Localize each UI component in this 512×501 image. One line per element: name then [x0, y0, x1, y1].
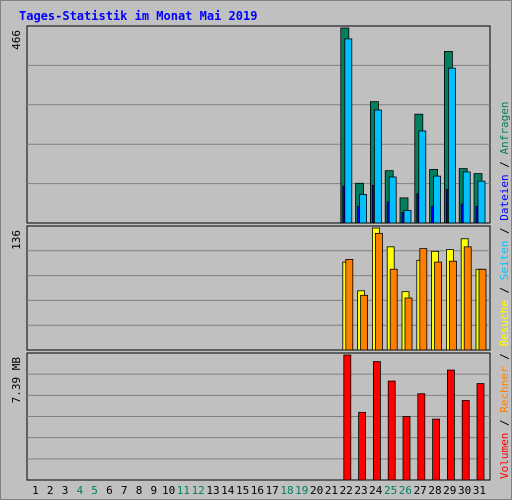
legend-entry-besuche: Besuche — [498, 300, 511, 353]
day-label-7: 7 — [121, 484, 128, 497]
day-label-19: 19 — [295, 484, 308, 497]
bar-volume-volumen-day-25 — [387, 380, 396, 481]
day-label-21: 21 — [325, 484, 338, 497]
panel-volume-ymax-label: 7.39 MB — [10, 357, 23, 404]
day-label-29: 29 — [443, 484, 456, 497]
legend-entry-volumen: Volumen — [498, 433, 511, 479]
day-label-14: 14 — [221, 484, 235, 497]
day-label-16: 16 — [251, 484, 264, 497]
bar-hits-seiten-day-26 — [403, 210, 412, 224]
day-label-17: 17 — [266, 484, 279, 497]
bar-visits-rechner-day-31 — [478, 268, 487, 351]
bar-visits-rechner-day-25 — [389, 268, 398, 351]
panel-hits-ymax-label: 466 — [10, 30, 23, 50]
bar-hits-seiten-day-24 — [373, 109, 382, 224]
bar-volume-volumen-day-24 — [372, 361, 381, 481]
series-legend: Volumen / Rechner / Besuche / Seiten / D… — [498, 101, 511, 479]
bar-hits-seiten-day-29 — [447, 67, 456, 224]
legend-separator: / — [498, 227, 511, 240]
day-label-6: 6 — [106, 484, 113, 497]
chart-title: Tages-Statistik im Monat Mai 2019 — [19, 9, 257, 23]
legend-separator: / — [498, 353, 511, 366]
bar-volume-volumen-day-30 — [461, 400, 470, 481]
bar-hits-seiten-day-23 — [359, 194, 368, 224]
bar-hits-seiten-day-31 — [477, 180, 486, 224]
bar-hits-seiten-day-28 — [433, 175, 442, 224]
bar-visits-rechner-day-22 — [345, 258, 354, 351]
day-label-23: 23 — [354, 484, 367, 497]
panel-visits-border — [26, 225, 491, 351]
bar-visits-rechner-day-27 — [419, 248, 428, 351]
day-label-28: 28 — [428, 484, 441, 497]
day-label-1: 1 — [32, 484, 39, 497]
legend-entry-dateien: Dateien — [498, 174, 511, 227]
day-label-26: 26 — [399, 484, 412, 497]
legend-separator: / — [498, 287, 511, 300]
bar-volume-volumen-day-28 — [432, 418, 441, 481]
day-label-24: 24 — [369, 484, 383, 497]
bar-volume-volumen-day-22 — [343, 354, 352, 481]
bar-volume-volumen-day-26 — [402, 416, 411, 481]
bar-visits-rechner-day-24 — [374, 232, 383, 351]
legend-separator: / — [498, 419, 511, 432]
bar-hits-seiten-day-30 — [462, 171, 471, 224]
bar-volume-volumen-day-31 — [476, 383, 485, 481]
bar-visits-rechner-day-30 — [463, 246, 472, 351]
day-label-9: 9 — [150, 484, 157, 497]
bar-volume-volumen-day-29 — [446, 369, 455, 481]
bar-visits-rechner-day-26 — [404, 297, 413, 351]
day-label-31: 31 — [473, 484, 486, 497]
day-label-20: 20 — [310, 484, 323, 497]
panel-hits-border — [26, 25, 491, 224]
day-label-11: 11 — [177, 484, 190, 497]
day-label-3: 3 — [62, 484, 69, 497]
bar-visits-rechner-day-28 — [434, 261, 443, 351]
day-label-4: 4 — [76, 484, 83, 497]
day-label-13: 13 — [206, 484, 219, 497]
day-label-10: 10 — [162, 484, 175, 497]
day-label-18: 18 — [280, 484, 293, 497]
legend-separator: / — [498, 161, 511, 174]
day-label-25: 25 — [384, 484, 397, 497]
bar-hits-seiten-day-25 — [388, 176, 397, 224]
day-label-8: 8 — [136, 484, 143, 497]
bar-volume-volumen-day-23 — [358, 411, 367, 481]
day-label-27: 27 — [414, 484, 427, 497]
day-label-12: 12 — [192, 484, 205, 497]
bar-hits-seiten-day-22 — [344, 38, 353, 224]
day-label-2: 2 — [47, 484, 54, 497]
bar-volume-volumen-day-27 — [417, 393, 426, 481]
day-label-30: 30 — [458, 484, 471, 497]
bar-visits-rechner-day-29 — [448, 260, 457, 351]
legend-entry-seiten: Seiten — [498, 241, 511, 287]
legend-entry-rechner: Rechner — [498, 366, 511, 419]
day-label-15: 15 — [236, 484, 249, 497]
day-label-22: 22 — [340, 484, 353, 497]
day-label-5: 5 — [91, 484, 98, 497]
panel-visits-ymax-label: 136 — [10, 230, 23, 250]
bar-visits-rechner-day-23 — [360, 294, 369, 351]
legend-entry-anfragen: Anfragen — [498, 101, 511, 161]
bar-hits-seiten-day-27 — [418, 130, 427, 224]
